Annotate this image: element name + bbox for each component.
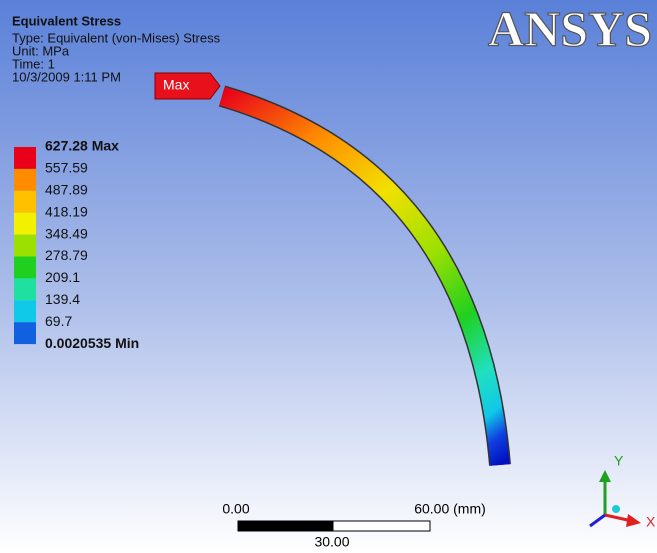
triad-ball [612, 505, 620, 513]
legend-band [14, 147, 36, 169]
legend-band [14, 235, 36, 257]
legend-label: 139.4 [45, 291, 80, 307]
legend-label: 487.89 [45, 182, 88, 198]
legend-band [14, 322, 36, 344]
legend-label: 209.1 [45, 269, 80, 285]
max-tag-label: Max [163, 77, 189, 93]
legend-band [14, 300, 36, 322]
legend-label: 348.49 [45, 225, 88, 241]
scale-middle: 30.00 [314, 534, 349, 550]
legend-label: 418.19 [45, 203, 88, 219]
scale-left: 0.00 [222, 501, 249, 517]
header-line: 10/3/2009 1:11 PM [12, 69, 121, 84]
scale-bar-white [333, 521, 430, 531]
legend-band [14, 169, 36, 191]
legend-label: 557.59 [45, 160, 88, 176]
scale-right: 60.00 (mm) [414, 501, 486, 517]
logo: ANSYS [488, 0, 652, 56]
y-axis-label: Y [614, 453, 624, 469]
legend-band [14, 191, 36, 213]
legend-label: 69.7 [45, 313, 72, 329]
legend-band [14, 213, 36, 235]
legend-band [14, 257, 36, 279]
scale-bar-black [238, 521, 333, 531]
viewport: Max Equivalent Stress Type: Equivalent (… [0, 0, 657, 553]
result-title: Equivalent Stress [12, 13, 121, 28]
legend-label: 627.28 Max [45, 138, 119, 154]
legend-band [14, 278, 36, 300]
x-axis-label: X [646, 514, 656, 530]
legend-label: 0.0020535 Min [45, 335, 139, 351]
legend-label: 278.79 [45, 247, 88, 263]
